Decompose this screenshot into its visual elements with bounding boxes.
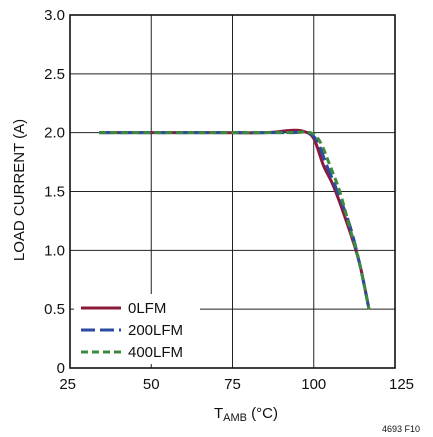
x-axis-label-sub: AMB [223, 412, 247, 424]
figure-id: 4693 F10 [382, 424, 420, 434]
legend: 0LFM 200LFM 400LFM [74, 294, 200, 364]
y-tick-label: 0 [57, 360, 65, 377]
x-tick-label: 75 [224, 376, 241, 393]
x-axis-label-main: T [214, 405, 223, 422]
x-tick-label: 100 [301, 376, 326, 393]
y-tick-label: 2.5 [44, 66, 65, 83]
x-tick-label: 50 [143, 376, 160, 393]
x-axis-label: TAMB (°C) [214, 405, 278, 424]
legend-label-0lfm: 0LFM [128, 300, 166, 317]
y-tick-label: 2.0 [44, 125, 65, 142]
series-line-400lfm [99, 130, 371, 310]
x-tick-labels: 25 50 75 100 125 [59, 376, 414, 393]
plot-frame [69, 14, 396, 369]
y-axis-label: LOAD CURRENT (A) [11, 119, 28, 261]
x-tick-label: 125 [389, 376, 414, 393]
y-tick-label: 1.5 [44, 184, 65, 201]
x-tick-label: 25 [59, 376, 76, 393]
y-tick-labels: 0 0.5 1.0 1.5 2.0 2.5 3.0 [44, 7, 65, 377]
series-line-0lfm [99, 128, 371, 310]
legend-label-200lfm: 200LFM [128, 322, 183, 339]
y-tick-label: 0.5 [44, 301, 65, 318]
series-lines [99, 128, 371, 310]
x-axis-label-unit: (°C) [247, 405, 278, 422]
y-tick-label: 1.0 [44, 242, 65, 259]
legend-label-400lfm: 400LFM [128, 344, 183, 361]
y-tick-label: 3.0 [44, 7, 65, 24]
